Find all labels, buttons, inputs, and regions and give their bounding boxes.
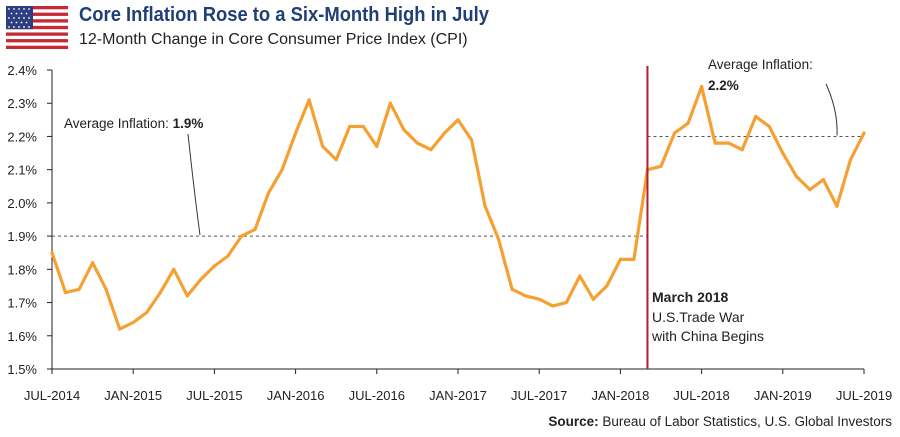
x-tick-label: JUL-2017 [511, 388, 567, 403]
data-point [591, 297, 595, 301]
data-point [321, 144, 325, 149]
data-point [442, 131, 447, 135]
x-tick-label: JUL-2015 [186, 388, 242, 403]
data-point [145, 310, 149, 315]
average-annotation-label: Average Inflation: [708, 57, 813, 72]
data-point [118, 327, 122, 331]
y-tick-label: 2.1% [7, 163, 37, 178]
data-point [307, 98, 311, 102]
event-title: March 2018 [652, 289, 728, 305]
data-point [537, 297, 541, 301]
data-point [551, 304, 555, 308]
data-point [172, 267, 176, 271]
data-point [104, 287, 108, 291]
data-point [253, 227, 257, 232]
source-note: Source: Bureau of Labor Statistics, U.S.… [548, 414, 892, 429]
data-point [808, 188, 812, 192]
data-point [294, 131, 298, 135]
chart-header: Core Inflation Rose to a Six-Month High … [0, 0, 900, 56]
chart-title: Core Inflation Rose to a Six-Month High … [79, 4, 489, 26]
data-point [348, 124, 352, 129]
average-annotation-label: Average Inflation: 1.9% [64, 116, 203, 131]
data-point [781, 151, 785, 155]
data-point [266, 191, 271, 195]
data-point [821, 178, 826, 182]
data-point [63, 290, 68, 295]
data-point [280, 168, 284, 172]
y-tick-label: 1.5% [7, 362, 37, 377]
source-label: Source: [548, 414, 599, 429]
y-tick-label: 2.3% [7, 96, 37, 111]
y-tick-label: 1.8% [7, 262, 37, 277]
data-point [226, 254, 230, 258]
data-point [754, 114, 758, 119]
data-point [497, 237, 501, 242]
data-point [835, 204, 839, 208]
x-tick-label: JAN-2015 [104, 388, 162, 403]
data-point [429, 148, 433, 152]
data-point [510, 287, 514, 291]
event-description: with China Begins [651, 328, 764, 344]
x-tick-label: JUL-2019 [836, 388, 892, 403]
data-point [605, 284, 609, 288]
data-point [158, 290, 162, 295]
data-point [564, 300, 568, 305]
x-tick-label: JAN-2016 [267, 388, 325, 403]
data-point [767, 124, 771, 129]
data-point [212, 264, 216, 268]
data-point [334, 158, 338, 162]
average-callout-line [187, 133, 201, 236]
average-callout-line [825, 83, 838, 136]
y-tick-label: 1.7% [7, 296, 37, 311]
chart-subtitle: 12-Month Change in Core Consumer Price I… [79, 31, 468, 48]
data-point [375, 144, 379, 149]
source-text: Bureau of Labor Statistics, U.S. Global … [602, 414, 892, 429]
average-annotation-value: 2.2% [708, 78, 739, 93]
event-description: U.S.Trade War [652, 309, 745, 325]
x-tick-label: JUL-2018 [673, 388, 729, 403]
data-point [618, 257, 623, 261]
data-point [794, 174, 798, 178]
data-point [469, 138, 474, 142]
y-tick-label: 1.9% [7, 229, 37, 244]
data-point [388, 101, 392, 105]
data-point [862, 131, 866, 135]
x-tick-label: JUL-2014 [24, 388, 80, 403]
data-point [700, 85, 704, 89]
data-point [713, 141, 717, 145]
data-point [672, 131, 677, 135]
x-tick-label: JUL-2016 [349, 388, 405, 403]
data-point [199, 277, 203, 281]
x-tick-label: JAN-2018 [591, 388, 649, 403]
average-annotation-value: 1.9% [173, 116, 204, 131]
data-point [361, 124, 365, 129]
data-point [524, 294, 528, 298]
data-point [740, 148, 744, 152]
data-point [131, 320, 135, 325]
y-tick-label: 1.6% [7, 329, 37, 344]
data-point [632, 257, 636, 261]
data-point [456, 118, 460, 122]
y-tick-label: 2.4% [7, 63, 37, 78]
x-tick-label: JAN-2017 [429, 388, 487, 403]
data-point [686, 121, 690, 125]
data-point [659, 164, 663, 168]
y-tick-label: 2.0% [7, 196, 37, 211]
data-point [50, 251, 54, 255]
data-point [402, 128, 406, 132]
data-point [483, 204, 487, 208]
y-tick-label: 2.2% [7, 129, 37, 144]
data-point [185, 294, 189, 298]
data-point [77, 287, 81, 291]
data-point [91, 261, 95, 265]
us-flag-icon [6, 6, 68, 49]
data-point [727, 141, 731, 145]
data-point [578, 274, 582, 278]
data-point [415, 141, 419, 145]
data-point [239, 234, 244, 238]
data-point [848, 158, 853, 162]
x-tick-label: JAN-2019 [754, 388, 812, 403]
